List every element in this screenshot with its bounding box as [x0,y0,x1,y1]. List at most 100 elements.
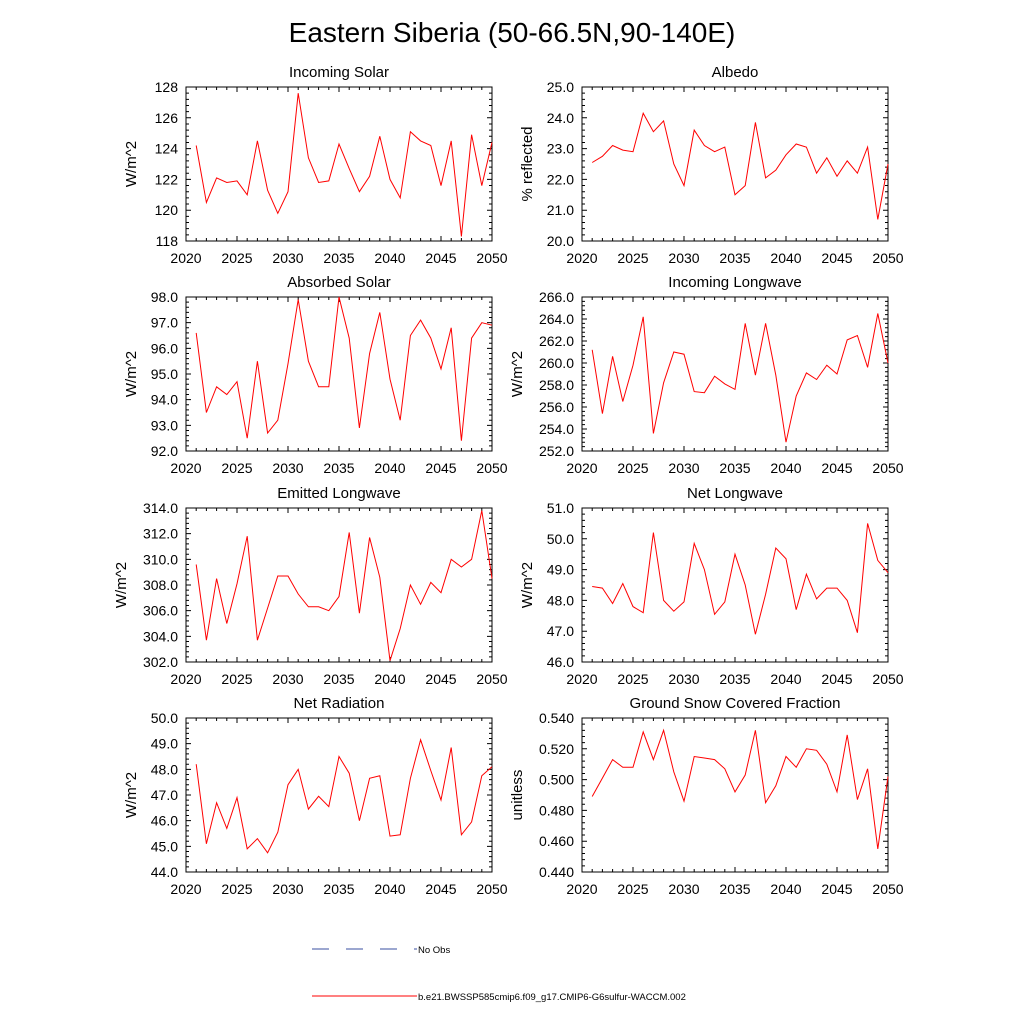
y-tick-label: 51.0 [547,500,574,516]
x-tick-label: 2035 [719,250,750,266]
y-axis-label: W/m^2 [123,351,140,397]
x-tick-label: 2035 [719,881,750,897]
plot-frame [185,717,493,873]
x-tick-label: 2025 [617,881,648,897]
y-tick-label: 258.0 [539,377,574,393]
x-tick-label: 2050 [872,250,903,266]
y-tick-label: 256.0 [539,399,574,415]
x-tick-label: 2040 [770,460,801,476]
y-tick-label: 266.0 [539,289,574,305]
x-tick-label: 2025 [221,671,252,687]
legend-label-no-obs: No Obs [418,945,450,956]
y-tick-label: 118 [156,233,179,249]
axis-ticks [581,86,889,242]
y-tick-label: 92.0 [151,443,178,459]
panel-incoming-longwave: 2020 2025 2030 2035 2040 2045 2050 252.0 254.0 25… [509,274,904,476]
y-tick-label: 308.0 [143,577,178,593]
y-tick-label: 0.500 [539,772,574,788]
y-tick-label: 98.0 [151,289,178,305]
panel-title: Ground Snow Covered Fraction [630,695,841,712]
y-tick-label: 310.0 [143,551,178,567]
series-line [195,296,493,441]
axis-ticks [581,717,889,873]
series-line [591,728,889,849]
y-axis-label: W/m^2 [509,351,526,397]
x-tick-label: 2025 [221,250,252,266]
x-tick-label: 2025 [221,881,252,897]
axis-ticks [581,507,889,663]
y-tick-label: 96.0 [151,340,178,356]
x-tick-label: 2050 [872,671,903,687]
x-tick-label: 2050 [872,881,903,897]
y-tick-label: 46.0 [547,654,574,670]
x-tick-label: 2045 [425,881,456,897]
y-tick-label: 45.0 [151,838,178,854]
y-tick-label: 128 [155,79,179,95]
y-axis-label: W/m^2 [123,141,140,187]
y-tick-label: 122 [155,171,179,187]
y-tick-label: 254.0 [539,421,574,437]
y-tick-label: 306.0 [143,603,178,619]
y-tick-label: 95.0 [151,366,178,382]
x-tick-label: 2020 [170,460,201,476]
axis-ticks [185,86,493,242]
y-tick-label: 126 [155,110,179,126]
x-tick-label: 2030 [668,250,699,266]
y-tick-label: 262.0 [539,333,574,349]
y-tick-label: 22.0 [547,171,574,187]
series-line [195,738,493,854]
y-tick-label: 47.0 [547,623,574,639]
panel-title: Albedo [712,64,759,81]
x-tick-label: 2020 [566,671,597,687]
y-tick-label: 25.0 [547,79,574,95]
x-tick-label: 2045 [821,671,852,687]
y-tick-label: 120 [155,202,179,218]
x-tick-label: 2040 [770,671,801,687]
series-line [195,510,493,661]
y-tick-label: 93.0 [151,417,178,433]
x-tick-label: 2030 [668,460,699,476]
y-axis-label: % reflected [519,126,536,201]
x-tick-label: 2030 [668,881,699,897]
x-tick-label: 2025 [617,460,648,476]
x-tick-label: 2040 [770,250,801,266]
series-line [592,523,889,635]
y-tick-label: 252.0 [539,443,574,459]
y-tick-label: 314.0 [143,500,178,516]
legend-label-model-run: b.e21.BWSSP585cmip6.f09_g17.CMIP6-G6sulf… [418,992,686,1003]
x-tick-label: 2050 [476,881,507,897]
x-tick-label: 2045 [821,460,852,476]
x-tick-label: 2025 [617,250,648,266]
x-tick-label: 2035 [323,671,354,687]
x-tick-label: 2020 [566,250,597,266]
x-tick-label: 2035 [323,881,354,897]
x-tick-label: 2020 [170,250,201,266]
x-tick-label: 2030 [272,250,303,266]
y-tick-label: 46.0 [151,813,178,829]
x-tick-label: 2040 [770,881,801,897]
panel-absorbed-solar: 2020 2025 2030 2035 2040 2045 2050 92.0 93.0 94.0… [123,274,508,476]
x-tick-label: 2020 [170,881,201,897]
x-tick-label: 2025 [617,671,648,687]
x-tick-label: 2045 [425,460,456,476]
y-tick-label: 48.0 [151,761,178,777]
y-tick-label: 50.0 [547,531,574,547]
y-tick-label: 44.0 [151,864,178,880]
x-tick-label: 2035 [323,250,354,266]
y-tick-label: 48.0 [547,592,574,608]
y-tick-label: 21.0 [547,202,574,218]
x-tick-label: 2040 [374,881,405,897]
x-tick-label: 2050 [872,460,903,476]
y-tick-label: 312.0 [143,526,178,542]
x-tick-label: 2045 [821,881,852,897]
y-axis-label: W/m^2 [123,772,140,818]
x-tick-label: 2035 [719,460,750,476]
y-tick-label: 260.0 [539,355,574,371]
axis-ticks [581,296,889,452]
panel-ground-snow-covered-fraction: 2020 2025 2030 2035 2040 2045 2050 0.440 0.460 0.… [509,695,904,897]
plot-frame [581,717,889,873]
figure-title: Eastern Siberia (50-66.5N,90-140E) [289,17,736,48]
panel-emitted-longwave: 2020 2025 2030 2035 2040 2045 2050 302.0 304.0 30… [113,485,508,687]
panel-title: Absorbed Solar [287,274,390,291]
